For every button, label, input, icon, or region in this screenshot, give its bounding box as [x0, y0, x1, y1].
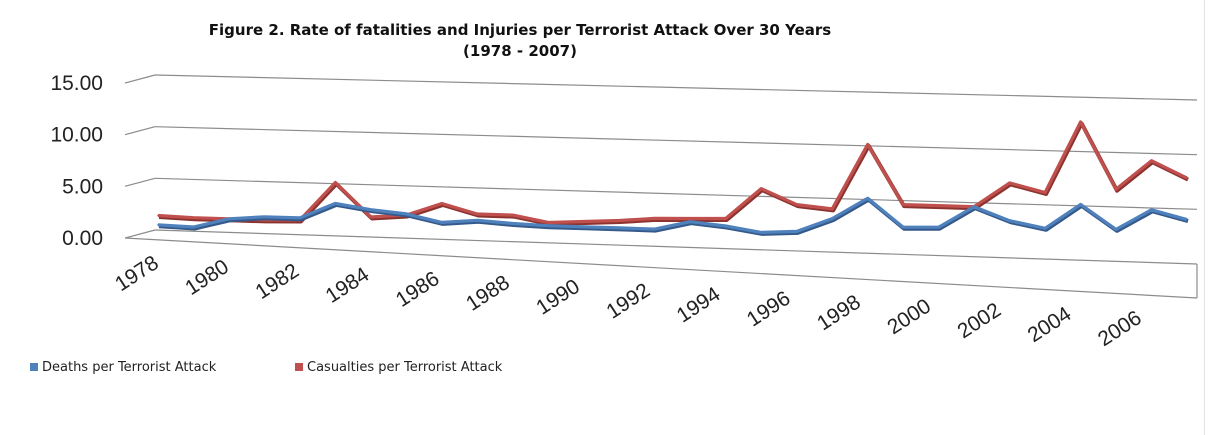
casualties-point: [547, 221, 550, 224]
gridline: [154, 229, 1198, 265]
casualties-point: [1079, 121, 1082, 123]
x-tick-label: 1994: [673, 283, 725, 328]
casualties-point: [334, 181, 337, 184]
x-tick-label: 2004: [1024, 302, 1076, 347]
y-tick-label: 15.00: [50, 72, 103, 95]
casualties-point: [760, 187, 763, 190]
gridline: [154, 74, 1198, 101]
x-tick-label: 1996: [743, 287, 795, 332]
chart-title-line-2: (1978 - 2007): [463, 42, 577, 60]
x-tick-label: 1990: [532, 275, 584, 320]
casualties-point: [476, 213, 479, 215]
casualties-point: [370, 216, 372, 218]
casualties-point: [937, 204, 940, 207]
casualties-line-shadow: [158, 121, 1189, 226]
y-axis-ticks: 0.00 5.00 10.00 15.00: [50, 72, 103, 250]
legend-swatch-deaths: [30, 362, 38, 371]
legend-item-casualties: Casualties per Terrorist Attack: [295, 360, 502, 375]
casualties-point: [157, 214, 159, 217]
gridline-side: [124, 74, 156, 84]
legend-label-casualties: Casualties per Terrorist Attack: [307, 360, 503, 375]
casualties-point: [724, 217, 727, 220]
x-tick-label: 1986: [392, 267, 444, 312]
casualties-point: [795, 203, 798, 206]
x-tick-label: 1984: [322, 263, 374, 308]
casualties-point: [902, 203, 904, 206]
x-tick-label: 1998: [813, 291, 865, 336]
deaths-line: [157, 196, 1188, 234]
legend-swatch-casualties: [295, 362, 303, 371]
legend-item-deaths: Deaths per Terrorist Attack: [30, 360, 216, 375]
casualties-point: [441, 202, 443, 205]
frame-border: [1204, 0, 1205, 435]
casualties-point: [653, 217, 656, 220]
x-tick-label: 2000: [883, 295, 935, 340]
casualties-point: [831, 208, 833, 210]
casualties-point: [1044, 191, 1046, 194]
x-tick-label: 1992: [602, 279, 654, 324]
casualties-point: [689, 217, 692, 220]
x-tick-label: 2006: [1094, 306, 1146, 351]
gridline: [154, 177, 1198, 210]
casualties-point: [582, 220, 585, 223]
x-tick-label: 1978: [111, 251, 163, 296]
legend-label-deaths: Deaths per Terrorist Attack: [42, 360, 217, 375]
x-tick-label: 1988: [462, 271, 514, 316]
gridline-side: [124, 126, 156, 136]
casualties-point: [512, 214, 514, 216]
casualties-point: [1115, 188, 1117, 190]
x-tick-label: 2002: [953, 298, 1005, 343]
floor-front-edge: [124, 237, 1198, 299]
y-tick-label: 10.00: [50, 124, 103, 147]
casualties-point: [1150, 159, 1153, 162]
casualties-point: [1008, 182, 1011, 184]
gridline-side: [124, 177, 156, 187]
y-tick-label: 5.00: [62, 175, 103, 198]
gridline: [154, 126, 1198, 156]
casualties-point: [618, 219, 621, 222]
x-tick-label: 1982: [251, 259, 303, 304]
casualties-point: [1186, 177, 1188, 179]
gridline-side: [124, 229, 156, 239]
casualties-point: [866, 143, 869, 146]
x-tick-label: 1980: [181, 255, 233, 300]
casualties-line: [157, 120, 1188, 225]
casualties-point: [192, 216, 195, 219]
chart-title: Figure 2. Rate of fatalities and Injurie…: [140, 20, 900, 62]
chart-title-line-1: Figure 2. Rate of fatalities and Injurie…: [208, 21, 832, 39]
gridlines: [124, 74, 1198, 299]
series-lines: [157, 120, 1189, 236]
y-tick-label: 0.00: [62, 227, 103, 250]
